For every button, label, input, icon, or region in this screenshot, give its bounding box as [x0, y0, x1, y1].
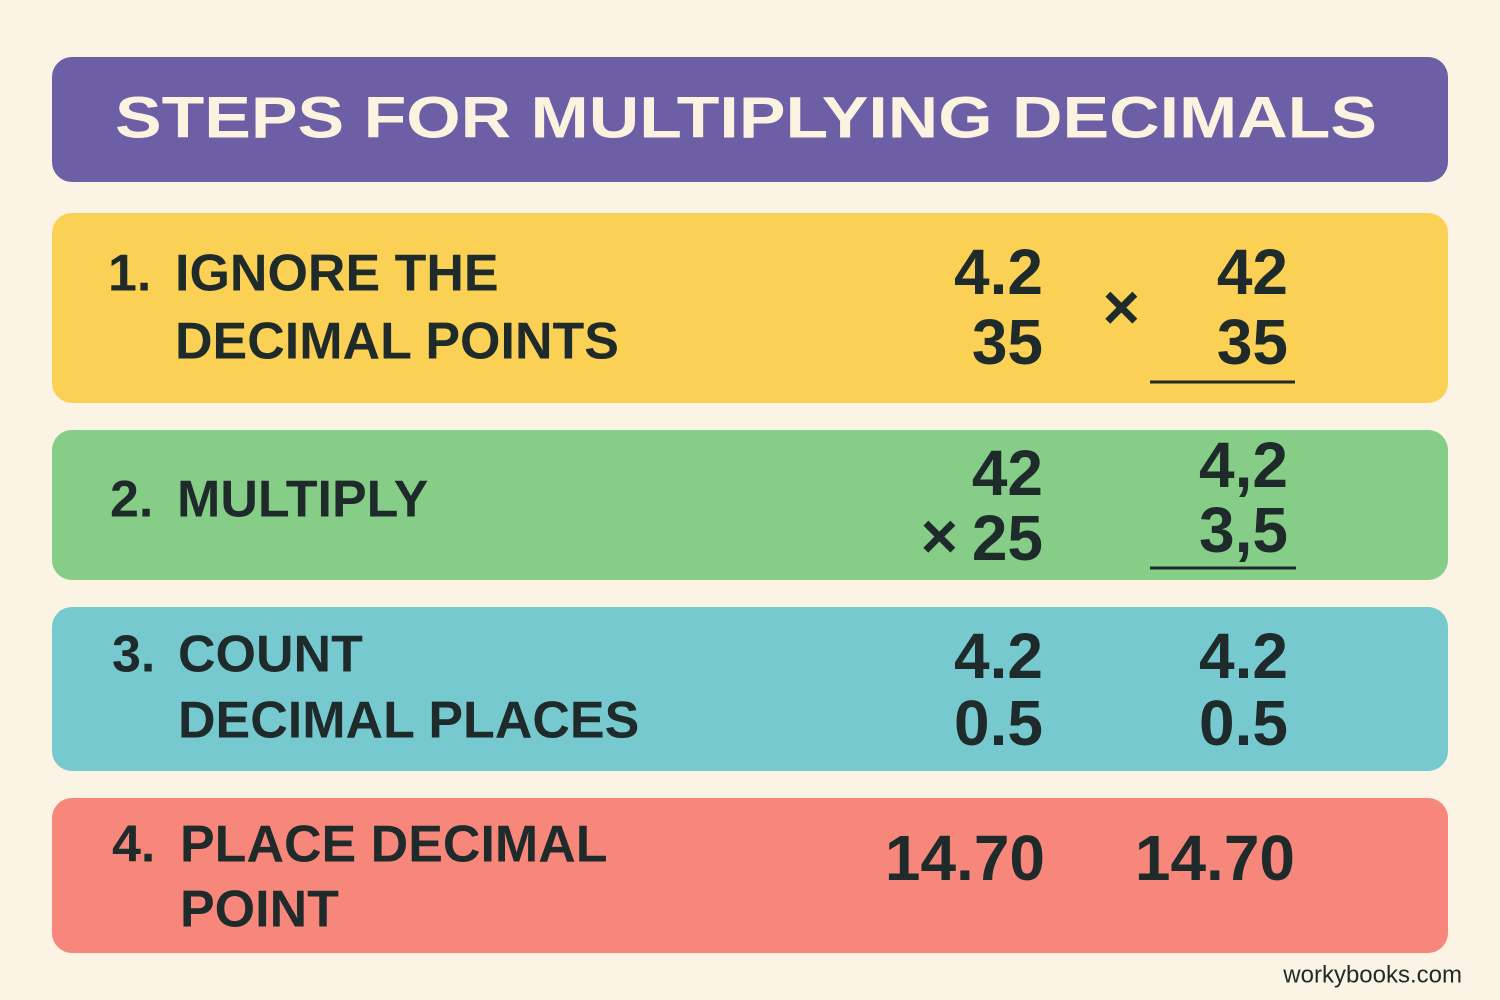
step-number: 1.: [108, 245, 151, 303]
footer-source: workybooks.com: [1282, 961, 1462, 988]
step-label: DECIMAL PLACES: [178, 692, 639, 750]
step-label: POINT: [180, 881, 339, 939]
step-number: 2.: [110, 471, 153, 529]
left-number: 42: [972, 437, 1043, 509]
step-label: IGNORE THE: [175, 245, 499, 303]
left-number: 4.2: [954, 620, 1043, 692]
step-row: [52, 430, 1448, 580]
left-number: 25: [972, 502, 1043, 574]
operator: ×: [921, 500, 958, 572]
operator: ×: [1103, 271, 1140, 343]
right-number: 3,5: [1199, 494, 1288, 566]
right-number: 14.70: [1135, 822, 1295, 894]
right-number: 4,2: [1199, 429, 1288, 501]
title-bar: [52, 57, 1448, 182]
step-label: PLACE DECIMAL: [180, 816, 608, 874]
right-number: 4.2: [1199, 620, 1288, 692]
title: STEPS FOR MULTIPLYING DECIMALS: [115, 85, 1377, 150]
step-row: [52, 607, 1448, 771]
left-number: 14.70: [885, 822, 1045, 894]
step-row: [52, 798, 1448, 953]
left-number: 35: [972, 306, 1043, 378]
step-number: 3.: [112, 626, 155, 684]
step-label: DECIMAL POINTS: [175, 313, 619, 371]
step-label: COUNT: [178, 626, 363, 684]
right-number: 42: [1217, 236, 1288, 308]
step-row: [52, 213, 1448, 403]
left-number: 4.2: [954, 236, 1043, 308]
right-number: 0.5: [1199, 687, 1288, 759]
step-number: 4.: [112, 816, 155, 874]
left-number: 0.5: [954, 687, 1043, 759]
step-label: MULTIPLY: [177, 471, 428, 529]
right-number: 35: [1217, 306, 1288, 378]
